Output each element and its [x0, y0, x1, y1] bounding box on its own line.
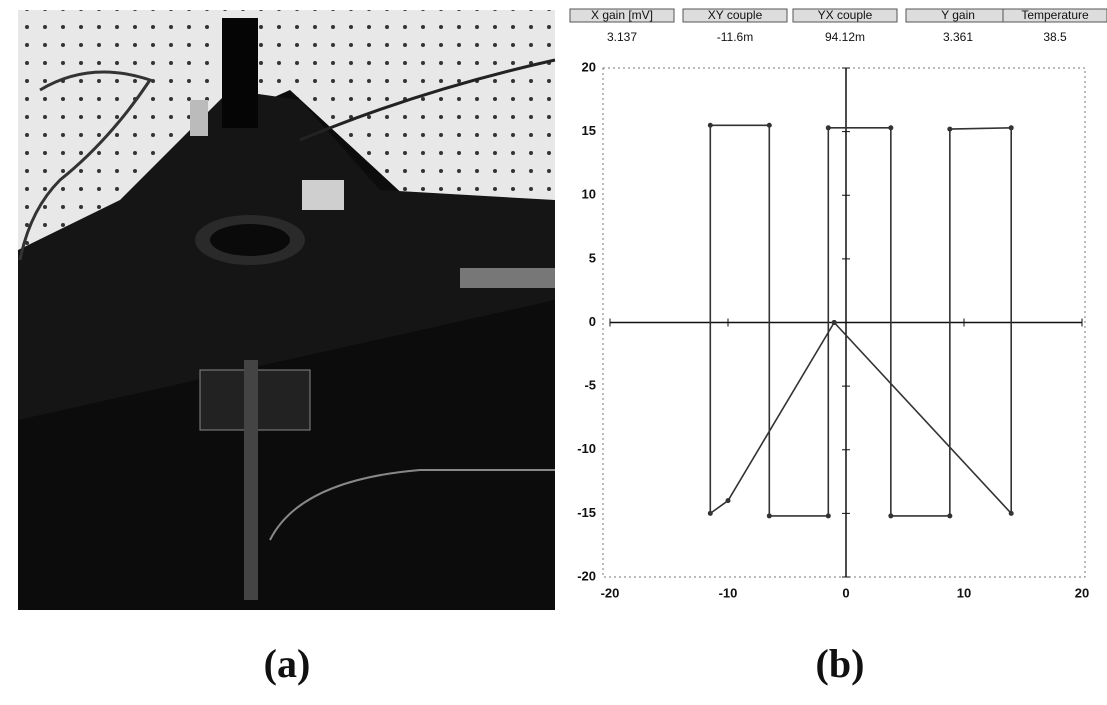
y-tick-label: 0	[589, 314, 596, 329]
data-point	[831, 320, 837, 325]
readout-value: 94.12m	[825, 30, 865, 44]
panel-label: (b)	[816, 641, 865, 686]
y-tick-label: 15	[582, 123, 596, 138]
data-point	[947, 513, 953, 519]
x-tick-label: 10	[957, 585, 971, 600]
readout-value: 38.5	[1043, 30, 1067, 44]
data-point	[707, 122, 713, 128]
data-point	[725, 498, 731, 504]
y-tick-label: -5	[584, 378, 596, 393]
readout-box	[569, 8, 675, 23]
readout-box	[792, 8, 898, 23]
readout-label: X gain [mV]	[591, 8, 653, 22]
readout-box	[1002, 8, 1107, 23]
readout-label: YX couple	[818, 8, 873, 22]
y-tick-label: -15	[577, 505, 596, 520]
y-tick-label: 10	[582, 187, 596, 202]
x-tick-label: 20	[1075, 585, 1089, 600]
readout-value: 3.137	[607, 30, 637, 44]
data-point	[825, 513, 831, 519]
y-tick-label: -20	[577, 568, 596, 583]
photo	[18, 10, 556, 610]
data-point	[947, 126, 953, 132]
readout-box	[682, 8, 788, 23]
readout-value: 3.361	[943, 30, 973, 44]
readout-label: Temperature	[1021, 8, 1089, 22]
data-point	[766, 513, 772, 519]
readout-label: XY couple	[708, 8, 763, 22]
data-point	[1008, 125, 1014, 131]
panel-label: (a)	[264, 641, 311, 686]
y-tick-label: 5	[589, 250, 596, 265]
data-point	[707, 510, 713, 516]
data-point	[825, 125, 831, 131]
data-point	[766, 122, 772, 128]
x-tick-label: -20	[601, 585, 620, 600]
data-point	[888, 513, 894, 519]
data-point	[888, 125, 894, 131]
y-tick-label: -10	[577, 441, 596, 456]
y-tick-label: 20	[582, 59, 596, 74]
data-point	[1008, 510, 1014, 516]
readout-label: Y gain	[941, 8, 975, 22]
data-line	[709, 124, 1012, 517]
x-tick-label: -10	[719, 585, 738, 600]
readout-value: -11.6m	[717, 30, 753, 44]
x-tick-label: 0	[842, 585, 849, 600]
